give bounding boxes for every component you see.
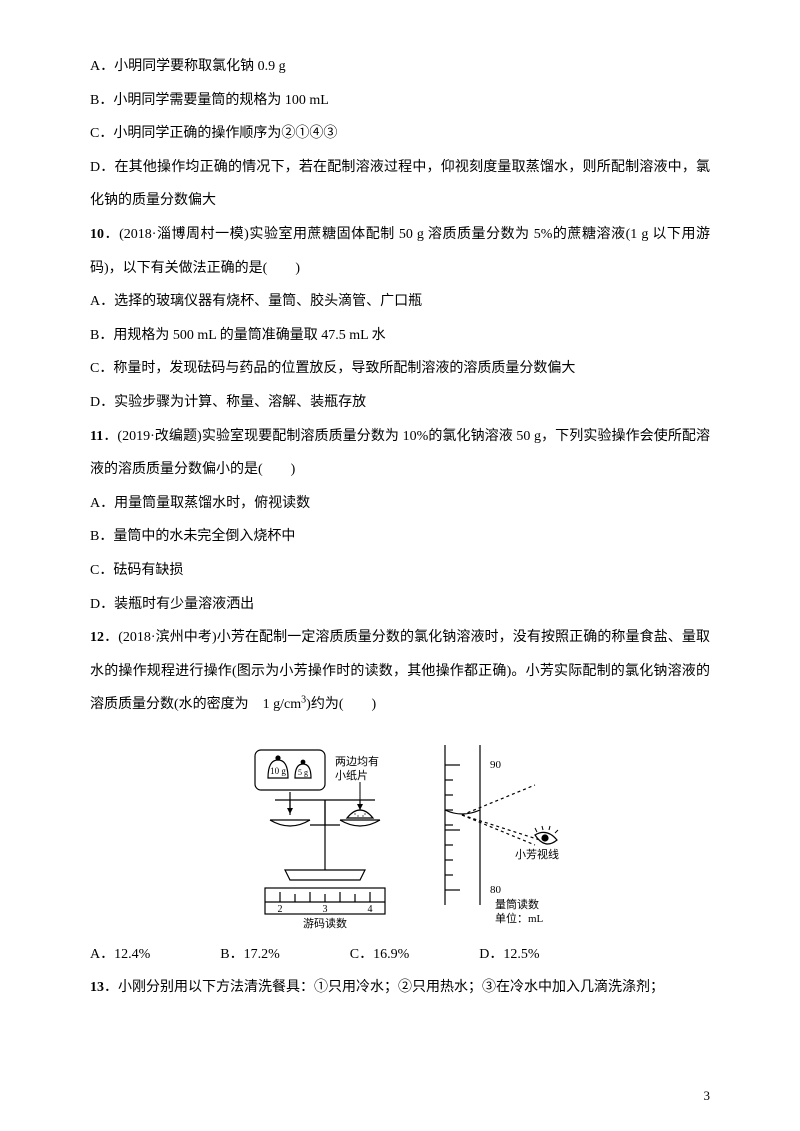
q11-opt-a: A．用量筒量取蒸馏水时，俯视读数 (90, 487, 710, 521)
cyl-tick-80: 80 (490, 884, 502, 896)
q10-opt-d: D．实验步骤为计算、称量、溶解、装瓶存放 (90, 386, 710, 420)
q10-stem: 10．(2018·淄博周村一模)实验室用蔗糖固体配制 50 g 溶质质量分数为 … (90, 218, 710, 285)
weight2-label: 5 g (298, 768, 308, 777)
q13-number: 13 (90, 980, 104, 995)
q10-source: ．(2018·淄博周村一模) (104, 227, 249, 242)
q10-opt-b: B．用规格为 500 mL 的量筒准确量取 47.5 mL 水 (90, 319, 710, 353)
q9-opt-b: B．小明同学需要量筒的规格为 100 mL (90, 84, 710, 118)
q10-opt-c: C．称量时，发现砝码与药品的位置放反，导致所配制溶液的溶质质量分数偏大 (90, 352, 710, 386)
q10-number: 10 (90, 227, 104, 242)
q13-body: ．小刚分别用以下方法清洗餐具：①只用冷水；②只用热水；③在冷水中加入几滴洗涤剂； (104, 980, 664, 995)
q12-stem: 12．(2018·滨州中考)小芳在配制一定溶质质量分数的氯化钠溶液时，没有按照正… (90, 621, 710, 722)
page-number: 3 (704, 1080, 711, 1111)
q12-source: ．(2018·滨州中考) (104, 630, 217, 645)
q11-opt-d: D．装瓶时有少量溶液洒出 (90, 588, 710, 622)
q12-number: 12 (90, 630, 104, 645)
q11-stem: 11．(2019·改编题)实验室现要配制溶质质量分数为 10%的氯化钠溶液 50… (90, 420, 710, 487)
cyl-unit-1: 量筒读数 (495, 897, 539, 911)
q12-body-2: )约为( ) (306, 697, 376, 712)
q11-opt-b: B．量筒中的水未完全倒入烧杯中 (90, 520, 710, 554)
q12-opt-b: B．17.2% (220, 938, 280, 972)
q12-opt-c: C．16.9% (350, 938, 410, 972)
q9-opt-c: C．小明同学正确的操作顺序为②①④③ (90, 117, 710, 151)
cyl-tick-90: 90 (490, 759, 502, 771)
rider-label: 游码读数 (303, 916, 347, 930)
q11-opt-c: C．砝码有缺损 (90, 554, 710, 588)
balance-cylinder-diagram: 10 g 5 g 两边均有 小纸片 2 3 4 游码读数 (235, 730, 565, 930)
paper-note-2: 小纸片 (335, 769, 368, 782)
eye-label: 小芳视线 (515, 847, 559, 861)
q9-opt-a: A．小明同学要称取氯化钠 0.9 g (90, 50, 710, 84)
q11-number: 11 (90, 429, 103, 444)
scale-tick-3: 3 (323, 904, 328, 915)
q11-source: ．(2019·改编题) (103, 429, 202, 444)
scale-tick-4: 4 (368, 904, 373, 915)
q12-opt-a: A．12.4% (90, 938, 150, 972)
q10-opt-a: A．选择的玻璃仪器有烧杯、量筒、胶头滴管、广口瓶 (90, 285, 710, 319)
paper-note-1: 两边均有 (335, 754, 379, 768)
scale-tick-2: 2 (278, 904, 283, 915)
weight1-label: 10 g (270, 766, 286, 776)
q12-figure: 10 g 5 g 两边均有 小纸片 2 3 4 游码读数 (90, 730, 710, 930)
q13-stem: 13．小刚分别用以下方法清洗餐具：①只用冷水；②只用热水；③在冷水中加入几滴洗涤… (90, 971, 710, 1005)
q12-opt-d: D．12.5% (479, 938, 539, 972)
q12-options: A．12.4% B．17.2% C．16.9% D．12.5% (90, 938, 710, 972)
q9-opt-d: D．在其他操作均正确的情况下，若在配制溶液过程中，仰视刻度量取蒸馏水，则所配制溶… (90, 151, 710, 218)
cyl-unit-2: 单位：mL (495, 911, 544, 925)
